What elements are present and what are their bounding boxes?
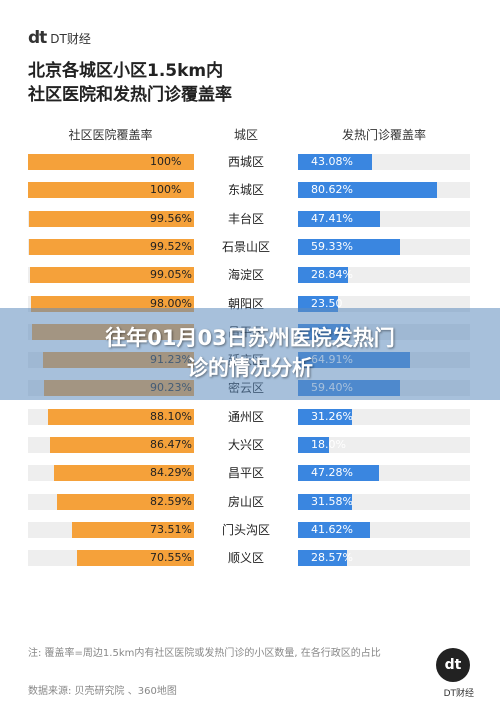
brand-logo: dt [28,28,47,48]
watermark-text: DT财经 [443,689,474,699]
right-bar-label: 43.08% [311,155,353,168]
left-bar [56,493,194,510]
left-bar [47,408,194,425]
header-right: 发热门诊覆盖率 [341,128,426,142]
table-row: 99.52% 石景山区 59.33% [0,231,500,259]
brand-name: DT财经 [50,31,91,46]
left-bar [76,550,194,567]
right-bar-label: 80.62% [311,183,353,197]
table-row: 99.05% 海淀区 28.84% [0,259,500,287]
district-label: 房山区 [227,494,264,509]
left-bar [28,210,194,227]
table-row: 88.10% 通州区 31.26% [0,401,500,429]
table-row: 70.55% 顺义区 28.57% [0,542,500,570]
table-row: 100% 东城区 80.62% [0,174,500,202]
left-bar [28,154,194,170]
left-bar-label: 99.52% [150,239,192,253]
right-bar-label: 47.41% [311,211,353,225]
left-bar [28,182,194,199]
header-middle: 城区 [233,128,258,142]
left-bar [50,437,194,453]
right-bar [298,210,380,227]
chart-title-line2: 社区医院和发热门诊覆盖率 [28,85,232,105]
right-bar-label: 31.26% [311,409,353,423]
right-bar-label: 47.28% [311,466,353,480]
left-bar-label: 73.51% [150,522,192,536]
district-label: 通州区 [227,409,264,424]
header-left: 社区医院覆盖率 [68,128,153,142]
district-label: 海淀区 [227,268,264,283]
left-bar-label: 88.10% [150,409,192,423]
right-bar [298,267,348,284]
table-row: 84.29% 昌平区 47.28% [0,457,500,485]
table-row: 82.59% 房山区 31.58% [0,486,500,514]
table-row: 86.47% 大兴区 18.0% [0,429,500,457]
right-bar [298,550,348,567]
district-label: 大兴区 [227,438,264,452]
right-bar [298,182,437,199]
right-bar [298,295,339,312]
left-bar [29,267,194,284]
right-bar [298,437,329,453]
right-bar-label: 18.0% [311,438,346,451]
district-label: 丰台区 [227,211,264,226]
chart-title-line1: 北京各城区小区1.5km内 [28,61,224,81]
data-source: 数据来源: 贝壳研究院 、360地图 [28,686,177,697]
left-bar-label: 100% [150,155,182,168]
left-bar [54,465,194,482]
district-label: 昌平区 [227,466,264,481]
right-bar-label: 28.84% [311,268,353,282]
right-bar [298,238,401,255]
right-bar-track [298,437,470,453]
watermark-logo: dt [436,648,470,682]
right-bar [298,521,370,538]
right-bar [298,408,352,425]
left-bar-label: 86.47% [150,438,192,451]
right-bar [298,154,373,170]
left-bar [71,521,194,538]
right-bar-label: 23.50 [311,296,343,310]
district-label: 西城区 [227,155,264,169]
district-label: 朝阳区 [227,296,264,311]
left-bar-label: 84.29% [150,466,192,480]
table-row: 73.51% 门头沟区 41.62% [0,514,500,542]
table-row: 98.00% 朝阳区 23.50 [0,288,500,316]
brand: dt DT财经 [28,28,91,48]
overlay-title-line1: 往年01月03日苏州医院发热门 [105,326,395,350]
right-bar-label: 41.62% [311,522,353,536]
district-label: 顺义区 [227,551,264,566]
left-bar-label: 100% [150,183,182,197]
left-bar-label: 99.56% [150,211,192,225]
left-bar-label: 98.00% [150,296,192,310]
footnote: 注: 覆盖率=周边1.5km内有社区医院或发热门诊的小区数量, 在各行政区的占比 [28,648,381,659]
district-label: 石景山区 [221,239,270,254]
left-bar-label: 99.05% [150,268,192,282]
district-label: 门头沟区 [221,522,270,537]
left-bar [31,295,194,312]
table-row: 99.56% 丰台区 47.41% [0,203,500,231]
left-bar [28,238,194,255]
right-bar-label: 28.57% [311,551,353,565]
left-bar-label: 82.59% [150,494,192,508]
table-row: 100% 西城区 43.08% [0,146,500,174]
overlay-banner [0,308,500,400]
overlay-title-line2: 诊的情况分析 [187,356,313,380]
right-bar-label: 31.58% [311,494,353,508]
right-bar-label: 59.33% [311,239,353,253]
right-bar [298,493,353,510]
right-bar-track [298,295,470,312]
right-bar [298,465,380,482]
left-bar-label: 70.55% [150,551,192,565]
district-label: 东城区 [227,183,264,198]
